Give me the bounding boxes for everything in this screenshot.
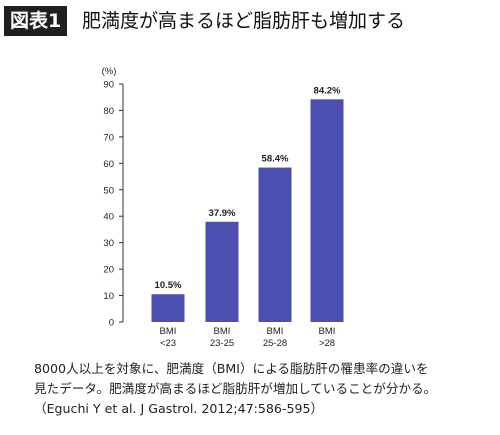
figure-caption: 8000人以上を対象に、肥満度（BMI）による脂肪肝の罹患率の違いを 見たデータ… <box>34 359 484 419</box>
x-tick-label: BMI <box>267 326 284 337</box>
figure-title: 肥満度が高まるほど脂肪肝も増加する <box>82 10 406 32</box>
caption-line-3: （Eguchi Y et al. J Gastrol. 2012;47:586-… <box>34 401 324 416</box>
y-tick-label: 40 <box>103 212 114 223</box>
x-tick-label: BMI <box>160 326 177 337</box>
x-tick-label: BMI <box>214 326 231 337</box>
x-tick-label: <23 <box>160 338 176 349</box>
y-tick-label: 50 <box>103 185 114 196</box>
y-tick-label: 70 <box>103 132 114 143</box>
y-tick-label: 10 <box>103 291 114 302</box>
data-label: 58.4% <box>262 154 289 165</box>
bar <box>258 167 292 322</box>
x-tick-label: >28 <box>319 338 335 349</box>
y-axis-label: (%) <box>102 66 117 77</box>
bar-chart: 0102030405060708090(%)10.5%BMI<2337.9%BM… <box>102 66 344 349</box>
figure-label: 図表1 <box>4 6 68 36</box>
bar <box>310 99 344 323</box>
data-label: 84.2% <box>314 85 341 96</box>
caption-line-1: 8000人以上を対象に、肥満度（BMI）による脂肪肝の罹患率の違いを <box>34 361 429 376</box>
bar <box>205 221 239 322</box>
bar <box>151 294 185 322</box>
y-tick-label: 0 <box>109 318 114 329</box>
caption-line-2: 見たデータ。肥満度が高まるほど脂肪肝が増加していることが分かる。 <box>34 381 437 396</box>
y-tick-label: 60 <box>103 159 114 170</box>
y-tick-label: 80 <box>103 106 114 117</box>
figure-header: 図表1 肥満度が高まるほど脂肪肝も増加する <box>0 0 500 44</box>
data-label: 37.9% <box>209 208 236 219</box>
data-label: 10.5% <box>155 280 182 291</box>
y-tick-label: 20 <box>103 265 114 276</box>
y-tick-label: 30 <box>103 238 114 249</box>
x-tick-label: 23-25 <box>210 338 234 349</box>
x-tick-label: BMI <box>319 326 336 337</box>
x-tick-label: 25-28 <box>263 338 287 349</box>
y-tick-label: 90 <box>103 80 114 91</box>
